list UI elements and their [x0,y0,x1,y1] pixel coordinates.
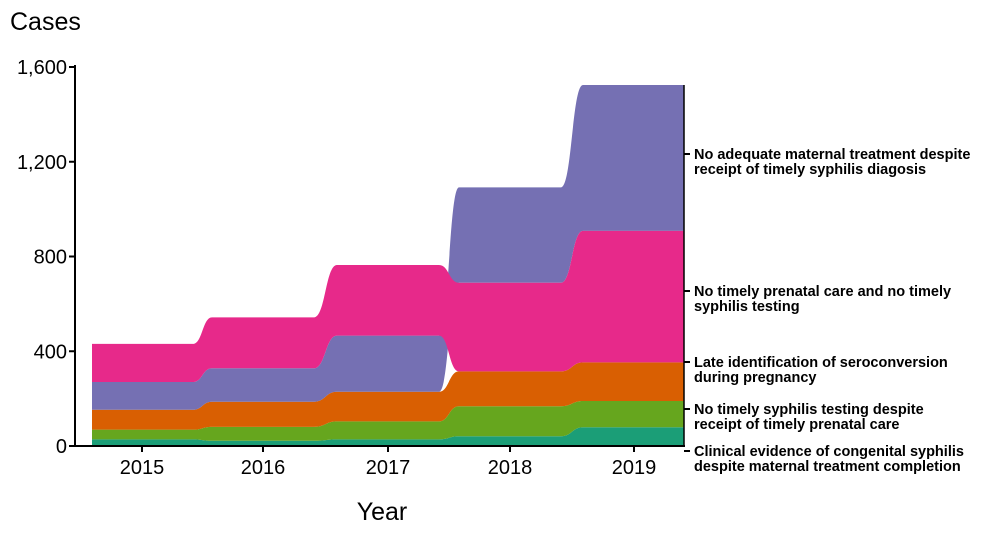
series-labels: Clinical evidence of congenital syphilis… [684,147,970,475]
y-tick-label: 800 [34,247,67,269]
series-label: during pregnancy [694,370,816,386]
area-layer-5 [92,230,684,383]
area-layer-1 [92,427,684,446]
series-label: Clinical evidence of congenital syphilis [694,444,964,460]
axes: 0 400 800 1,200 1,600 2015 2016 2017 2018 2019 [17,57,685,479]
x-tick-label: 2015 [120,457,165,479]
x-tick-label: 2018 [488,457,533,479]
x-axis-title: Year [357,498,408,526]
series-label: No timely syphilis testing despite [694,402,924,418]
series-label: No timely prenatal care and no timely [694,284,951,300]
x-tick-label: 2016 [241,457,286,479]
series-label: Late identification of seroconversion [694,355,948,371]
series-label: receipt of timely syphilis diagosis [694,162,926,178]
x-tick-label: 2017 [366,457,411,479]
y-tick-label: 1,600 [17,57,67,79]
series-label: syphilis testing [694,299,800,315]
y-tick-label: 1,200 [17,152,67,174]
x-tick-label: 2019 [612,457,657,479]
y-tick-label: 0 [56,436,67,458]
series-label: receipt of timely prenatal care [694,417,900,433]
series-label: despite maternal treatment completion [694,459,961,475]
area-layer-4 [92,85,684,410]
layers [92,85,684,446]
y-axis-title: Cases [10,8,81,36]
y-tick-label: 400 [34,341,67,363]
series-label: No adequate maternal treatment despite [694,147,970,163]
area-layer-2 [92,400,684,441]
area-layer-3 [92,362,684,430]
